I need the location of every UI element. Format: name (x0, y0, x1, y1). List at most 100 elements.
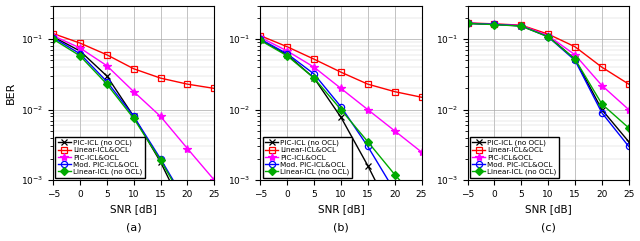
Legend: PIC-ICL (no OCL), Linear-ICL&OCL, PIC-ICL&OCL, Mod. PIC-ICL&OCL, Linear-ICL (no : PIC-ICL (no OCL), Linear-ICL&OCL, PIC-IC… (262, 137, 352, 178)
PIC-ICL (no OCL) (625, 140, 632, 143)
Mod. PIC-ICL&OCL (284, 52, 291, 55)
Mod. PIC-ICL&OCL (464, 22, 472, 25)
Mod. PIC-ICL&OCL (391, 190, 399, 193)
PIC-ICL&OCL (337, 87, 345, 90)
Mod. PIC-ICL&OCL (184, 203, 191, 206)
Linear-ICL&OCL (130, 67, 138, 70)
Mod. PIC-ICL&OCL (571, 59, 579, 62)
Linear-ICL&OCL (625, 83, 632, 86)
PIC-ICL (no OCL) (310, 77, 318, 80)
Mod. PIC-ICL&OCL (157, 157, 164, 160)
PIC-ICL&OCL (49, 34, 57, 37)
Linear-ICL (no OCL) (518, 25, 525, 28)
Linear-ICL&OCL (364, 83, 372, 86)
Linear-ICL (no OCL) (491, 23, 499, 26)
Linear-ICL&OCL (337, 71, 345, 74)
PIC-ICL (no OCL) (184, 215, 191, 218)
PIC-ICL (no OCL) (284, 53, 291, 56)
Linear-ICL&OCL (391, 90, 399, 93)
Line: PIC-ICL&OCL: PIC-ICL&OCL (463, 19, 633, 114)
Mod. PIC-ICL&OCL (49, 36, 57, 39)
Linear-ICL&OCL (49, 32, 57, 35)
PIC-ICL (no OCL) (491, 23, 499, 26)
PIC-ICL (no OCL) (545, 35, 552, 38)
Mod. PIC-ICL&OCL (103, 80, 111, 83)
Title: (a): (a) (126, 222, 141, 232)
PIC-ICL&OCL (545, 34, 552, 37)
PIC-ICL (no OCL) (49, 35, 57, 38)
Linear-ICL (no OCL) (418, 203, 426, 206)
Mod. PIC-ICL&OCL (518, 25, 525, 27)
PIC-ICL (no OCL) (518, 24, 525, 27)
PIC-ICL (no OCL) (391, 218, 399, 221)
PIC-ICL&OCL (418, 151, 426, 154)
PIC-ICL (no OCL) (257, 38, 264, 41)
Line: PIC-ICL (no OCL): PIC-ICL (no OCL) (465, 20, 632, 145)
Linear-ICL (no OCL) (364, 140, 372, 143)
PIC-ICL&OCL (76, 47, 84, 49)
Mod. PIC-ICL&OCL (598, 111, 605, 114)
PIC-ICL&OCL (310, 66, 318, 69)
Linear-ICL&OCL (157, 77, 164, 80)
Mod. PIC-ICL&OCL (76, 52, 84, 55)
Linear-ICL&OCL (76, 42, 84, 45)
PIC-ICL&OCL (571, 53, 579, 56)
Mod. PIC-ICL&OCL (418, 225, 426, 228)
Line: Mod. PIC-ICL&OCL: Mod. PIC-ICL&OCL (257, 36, 425, 230)
Mod. PIC-ICL&OCL (364, 145, 372, 148)
PIC-ICL (no OCL) (571, 58, 579, 61)
PIC-ICL&OCL (284, 50, 291, 53)
Linear-ICL (no OCL) (184, 205, 191, 208)
Mod. PIC-ICL&OCL (257, 38, 264, 41)
PIC-ICL&OCL (130, 90, 138, 93)
Title: (b): (b) (333, 222, 349, 232)
Legend: PIC-ICL (no OCL), Linear-ICL&OCL, PIC-ICL&OCL, Mod. PIC-ICL&OCL, Linear-ICL (no : PIC-ICL (no OCL), Linear-ICL&OCL, PIC-IC… (55, 137, 145, 178)
Line: PIC-ICL (no OCL): PIC-ICL (no OCL) (50, 34, 218, 241)
Mod. PIC-ICL&OCL (491, 23, 499, 26)
PIC-ICL&OCL (518, 24, 525, 27)
Line: Linear-ICL (no OCL): Linear-ICL (no OCL) (51, 36, 217, 241)
PIC-ICL (no OCL) (464, 22, 472, 25)
Linear-ICL (no OCL) (571, 58, 579, 61)
Linear-ICL&OCL (598, 66, 605, 69)
PIC-ICL (no OCL) (157, 161, 164, 164)
Mod. PIC-ICL&OCL (337, 105, 345, 108)
PIC-ICL&OCL (598, 84, 605, 87)
Linear-ICL (no OCL) (598, 103, 605, 106)
Line: Linear-ICL (no OCL): Linear-ICL (no OCL) (465, 21, 632, 131)
Linear-ICL (no OCL) (337, 108, 345, 111)
Linear-ICL (no OCL) (391, 173, 399, 176)
PIC-ICL&OCL (491, 23, 499, 26)
PIC-ICL&OCL (625, 108, 632, 111)
Line: Linear-ICL&OCL: Linear-ICL&OCL (257, 33, 424, 100)
Linear-ICL&OCL (257, 34, 264, 37)
Mod. PIC-ICL&OCL (130, 115, 138, 118)
PIC-ICL (no OCL) (76, 50, 84, 53)
Linear-ICL (no OCL) (545, 35, 552, 38)
Line: Linear-ICL&OCL: Linear-ICL&OCL (51, 31, 217, 91)
PIC-ICL (no OCL) (130, 115, 138, 118)
Line: PIC-ICL&OCL: PIC-ICL&OCL (49, 32, 218, 184)
Mod. PIC-ICL&OCL (310, 73, 318, 75)
PIC-ICL&OCL (103, 64, 111, 67)
Line: PIC-ICL (no OCL): PIC-ICL (no OCL) (257, 37, 425, 241)
PIC-ICL (no OCL) (337, 116, 345, 119)
Linear-ICL (no OCL) (49, 38, 57, 41)
PIC-ICL (no OCL) (364, 164, 372, 167)
PIC-ICL&OCL (157, 115, 164, 118)
Title: (c): (c) (541, 222, 556, 232)
Linear-ICL (no OCL) (284, 54, 291, 57)
PIC-ICL&OCL (211, 179, 218, 181)
Legend: PIC-ICL (no OCL), Linear-ICL&OCL, PIC-ICL&OCL, Mod. PIC-ICL&OCL, Linear-ICL (no : PIC-ICL (no OCL), Linear-ICL&OCL, PIC-IC… (470, 137, 559, 178)
Linear-ICL (no OCL) (130, 117, 138, 120)
PIC-ICL&OCL (364, 108, 372, 111)
Mod. PIC-ICL&OCL (625, 145, 632, 148)
Linear-ICL&OCL (103, 53, 111, 56)
Linear-ICL&OCL (464, 21, 472, 24)
Linear-ICL&OCL (518, 24, 525, 27)
Linear-ICL (no OCL) (310, 77, 318, 80)
PIC-ICL (no OCL) (103, 74, 111, 77)
Linear-ICL (no OCL) (257, 39, 264, 42)
Linear-ICL (no OCL) (76, 54, 84, 57)
Y-axis label: BER: BER (6, 82, 15, 104)
